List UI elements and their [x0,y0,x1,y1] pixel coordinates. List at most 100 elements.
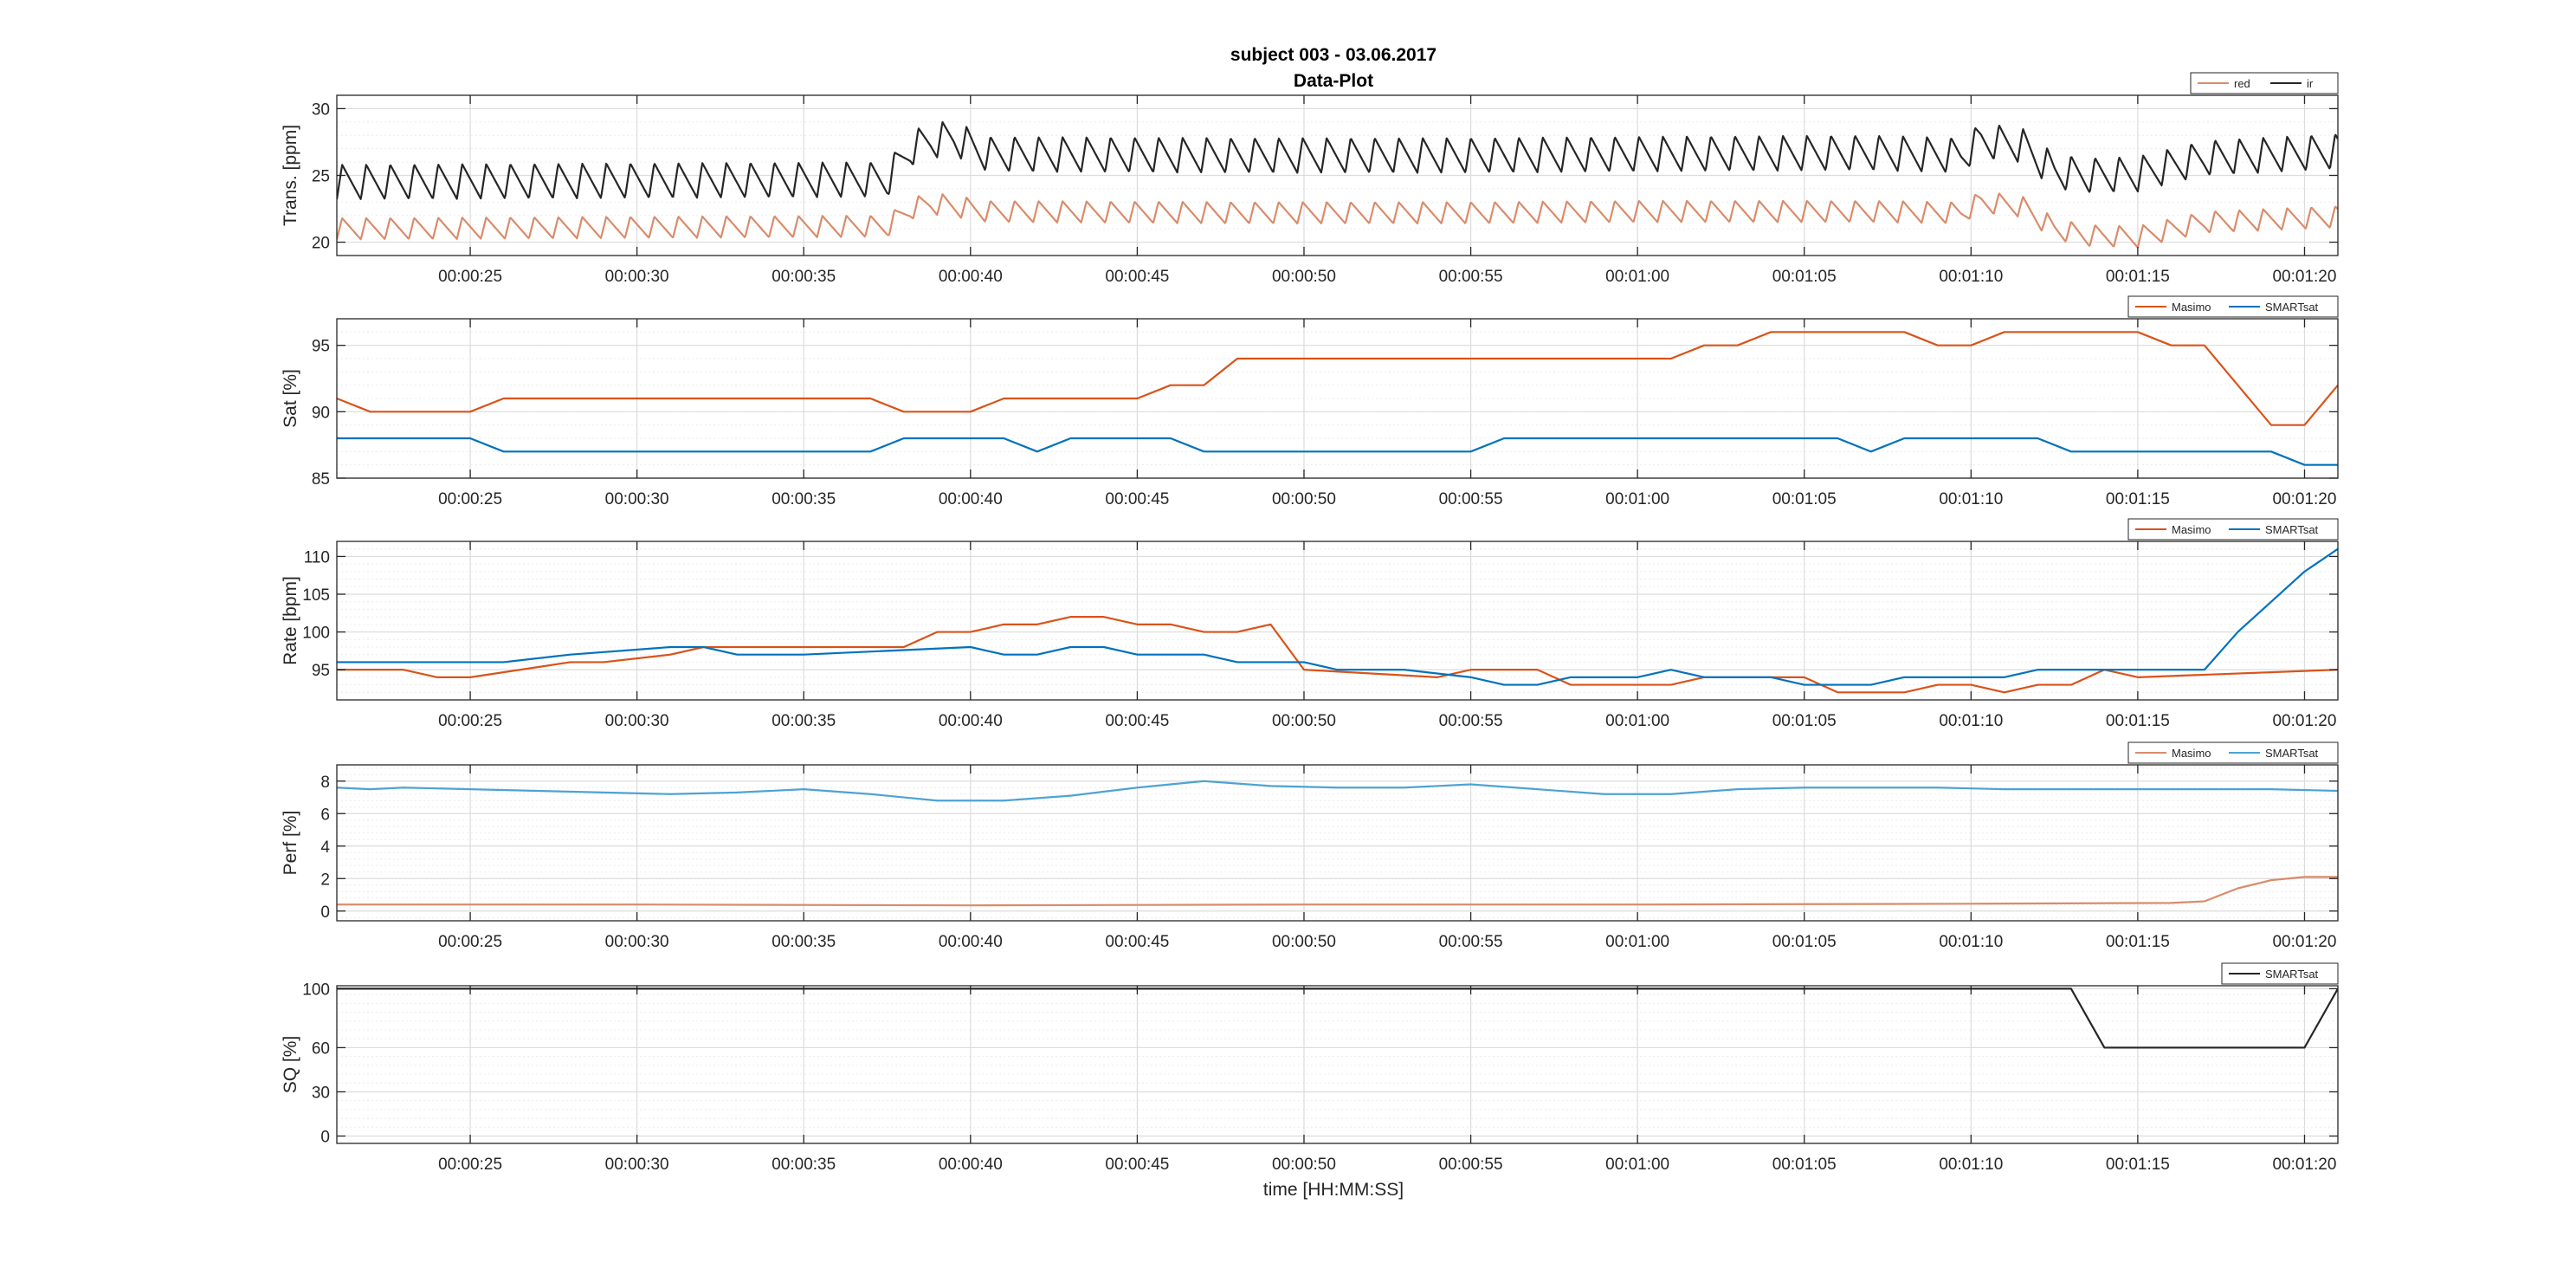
y-tick-label: 95 [312,662,330,680]
ticks: 00:00:25 00:00:30 00:00:35 00:00:40 00:00:45… [302,981,2338,1174]
x-tick-label: 00:00:40 [939,490,1003,508]
x-tick-label: 00:01:00 [1605,933,1669,951]
x-tick-label: 00:00:30 [605,490,669,508]
x-tick-label: 00:00:35 [772,933,836,951]
y-tick-label: 60 [312,1039,330,1058]
series-group [337,120,2338,249]
legend-entry-smartsat: SMARTsat [2265,747,2319,760]
x-tick-label: 00:01:15 [2106,933,2170,951]
axes-box [336,541,2339,701]
x-tick-label: 00:01:00 [1605,712,1669,730]
x-tick-label: 00:00:25 [438,1156,502,1174]
ticks: 00:00:25 00:00:30 00:00:35 00:00:40 00:00:45… [320,765,2338,951]
y-tick-label: 0 [320,1128,330,1146]
x-tick-label: 00:01:05 [1772,933,1837,951]
y-tick-label: 85 [312,470,330,489]
y-tick-label: 4 [320,838,330,857]
legend-entry-smartsat: SMARTsat [2265,968,2319,981]
panel-2: 00:00:25 00:00:30 00:00:35 00:00:40 00:00:45… [281,295,2339,508]
legend-entry-red: red [2234,77,2250,90]
legend: Masimo SMARTsat [2127,518,2339,541]
x-tick-label: 00:01:20 [2272,712,2336,730]
x-tick-label: 00:00:35 [772,712,836,730]
x-tick-label: 00:00:50 [1272,712,1336,730]
y-tick-label: 6 [320,806,330,824]
y-axis-label: SQ [%] [281,1036,300,1094]
series-line-smartsat [337,987,2338,1049]
figure-title-line1: subject 003 - 03.06.2017 [1230,45,1436,65]
x-tick-label: 00:00:30 [605,712,669,730]
series-line-smartsat [337,437,2338,466]
x-tick-label: 00:00:55 [1439,490,1503,508]
x-tick-label: 00:00:35 [772,268,836,286]
major-grid [337,95,2338,256]
y-tick-label: 0 [320,903,330,922]
ticks: 00:00:25 00:00:30 00:00:35 00:00:40 00:00:45… [312,95,2338,286]
x-tick-label: 00:01:15 [2106,490,2170,508]
x-tick-label: 00:00:55 [1439,268,1503,286]
ticks: 00:00:25 00:00:30 00:00:35 00:00:40 00:00:45… [302,541,2338,730]
y-tick-label: 110 [304,548,330,567]
x-tick-label: 00:01:00 [1605,1156,1669,1174]
y-tick-label: 30 [312,100,330,119]
y-tick-label: 90 [312,404,330,422]
y-tick-label: 2 [320,871,330,889]
y-tick-label: 8 [320,774,330,792]
x-tick-label: 00:00:55 [1439,1156,1503,1174]
y-axis-label: Rate [bpm] [281,576,300,665]
x-tick-label: 00:01:10 [1939,712,2003,730]
legend-entry-smartsat: SMARTsat [2265,301,2319,314]
legend: Masimo SMARTsat [2127,295,2339,318]
legend: SMARTsat [2221,962,2339,985]
legend: Masimo SMARTsat [2127,741,2339,764]
axes-box [336,764,2339,922]
panels: 00:00:25 00:00:30 00:00:35 00:00:40 00:00:45… [281,72,2339,1174]
ticks: 00:00:25 00:00:30 00:00:35 00:00:40 00:00:45… [312,319,2338,508]
x-tick-label: 00:00:45 [1105,933,1169,951]
x-tick-label: 00:00:45 [1105,268,1169,286]
y-tick-label: 100 [302,625,330,643]
x-tick-label: 00:00:50 [1272,1156,1336,1174]
x-tick-label: 00:01:10 [1939,933,2003,951]
x-tick-label: 00:00:25 [438,268,502,286]
x-tick-label: 00:01:05 [1772,268,1837,286]
legend-entry-masimo: Masimo [2172,747,2211,760]
x-tick-label: 00:01:20 [2272,933,2336,951]
panel-5: 00:00:25 00:00:30 00:00:35 00:00:40 00:00:45… [281,962,2339,1174]
legend-entry-smartsat: SMARTsat [2265,523,2319,536]
series-line-smartsat [337,547,2338,686]
legend-entry-masimo: Masimo [2172,301,2211,314]
x-tick-label: 00:00:35 [772,1156,836,1174]
x-tick-label: 00:01:05 [1772,490,1837,508]
x-tick-label: 00:01:05 [1772,712,1837,730]
series-group [337,780,2338,907]
y-tick-label: 20 [312,235,330,253]
series-line-ir [337,120,2338,200]
x-tick-label: 00:01:15 [2106,712,2170,730]
panel-1: 00:00:25 00:00:30 00:00:35 00:00:40 00:00:45… [281,72,2339,286]
x-tick-label: 00:00:45 [1105,1156,1169,1174]
y-tick-label: 30 [312,1084,330,1102]
x-tick-label: 00:00:25 [438,490,502,508]
y-tick-label: 95 [312,338,330,356]
x-tick-label: 00:01:05 [1772,1156,1837,1174]
x-tick-label: 00:00:50 [1272,490,1336,508]
x-tick-label: 00:00:40 [939,712,1003,730]
x-tick-label: 00:01:10 [1939,268,2003,286]
axes-box [336,985,2339,1144]
x-tick-label: 00:00:40 [939,933,1003,951]
y-axis-label: Sat [%] [281,369,300,428]
x-tick-label: 00:01:00 [1605,268,1669,286]
x-tick-label: 00:01:20 [2272,1156,2336,1174]
x-tick-label: 00:00:55 [1439,933,1503,951]
series-line-masimo [337,876,2338,907]
y-tick-label: 105 [302,586,330,605]
series-line-smartsat [337,780,2338,802]
panel-4: 00:00:25 00:00:30 00:00:35 00:00:40 00:00:45… [281,741,2339,951]
x-tick-label: 00:00:30 [605,1156,669,1174]
x-tick-label: 00:01:15 [2106,268,2170,286]
plot-area [337,765,2338,921]
panel-3: 00:00:25 00:00:30 00:00:35 00:00:40 00:00:45… [281,518,2339,730]
